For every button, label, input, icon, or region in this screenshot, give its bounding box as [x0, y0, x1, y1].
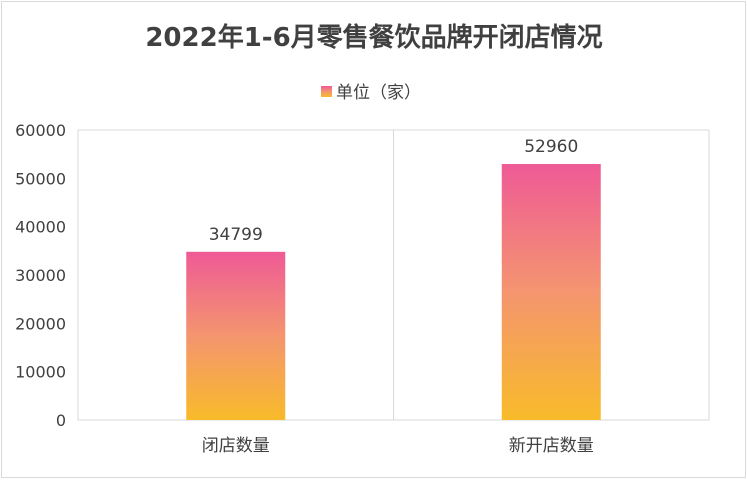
- y-tick-label: 60000: [15, 121, 66, 140]
- x-category-label: 新开店数量: [509, 436, 594, 456]
- chart-title: 2022年1-6月零售餐饮品牌开闭店情况: [145, 22, 602, 53]
- data-label: 52960: [524, 137, 578, 157]
- y-tick-label: 50000: [15, 169, 66, 188]
- legend: 单位（家）: [321, 83, 421, 103]
- chart-frame: 2022年1-6月零售餐饮品牌开闭店情况 单位（家） 0 10000 20000 30…: [1, 1, 746, 478]
- bars: 34799 52960: [186, 137, 601, 420]
- bar-chart: 2022年1-6月零售餐饮品牌开闭店情况 单位（家） 0 10000 20000 30…: [15, 22, 710, 456]
- y-tick-label: 30000: [15, 266, 66, 285]
- x-axis: 闭店数量 新开店数量: [202, 436, 594, 456]
- y-tick-label: 20000: [15, 314, 66, 333]
- y-tick-label: 40000: [15, 218, 66, 237]
- legend-entry: 单位（家）: [336, 83, 421, 103]
- bar: [186, 251, 286, 420]
- bar: [501, 164, 601, 420]
- data-label: 34799: [209, 225, 263, 245]
- x-category-label: 闭店数量: [202, 436, 270, 456]
- legend-swatch: [321, 86, 332, 97]
- y-tick-label: 10000: [15, 363, 66, 382]
- plot-area: [77, 129, 710, 421]
- y-tick-label: 0: [56, 411, 66, 430]
- y-axis: 0 10000 20000 30000 40000 50000 60000: [15, 121, 66, 430]
